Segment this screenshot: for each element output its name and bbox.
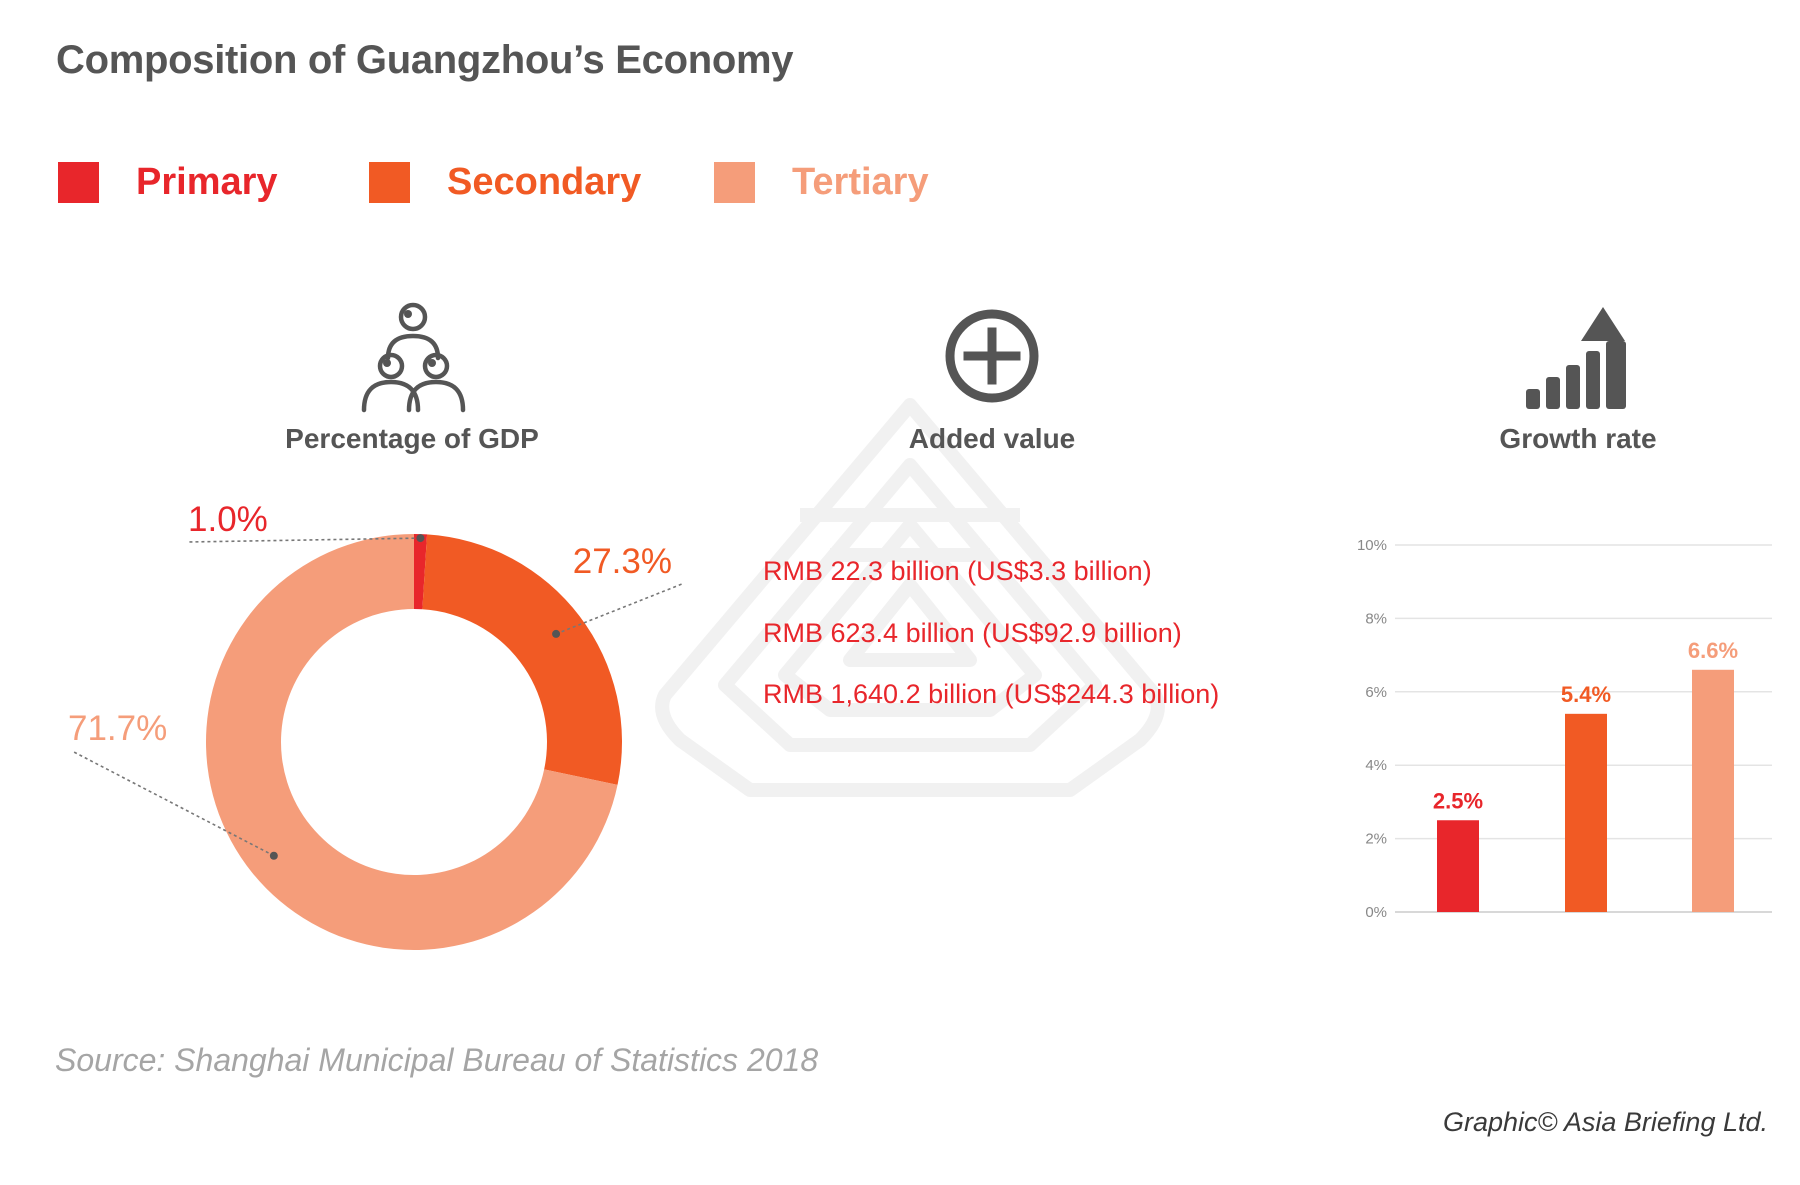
bar-value-label-tertiary: 6.6% bbox=[1688, 638, 1738, 663]
bar-y-tick-label: 0% bbox=[1365, 904, 1387, 921]
donut-value-label-secondary: 27.3% bbox=[573, 542, 672, 581]
added-value-secondary: RMB 623.4 billion (US$92.9 billion) bbox=[763, 618, 1182, 648]
donut-value-label-primary: 1.0% bbox=[188, 500, 268, 539]
donut-callout-line-tertiary bbox=[71, 750, 275, 857]
donut-value-label-tertiary: 71.7% bbox=[68, 709, 167, 748]
added-value-tertiary: RMB 1,640.2 billion (US$244.3 billion) bbox=[763, 679, 1220, 709]
chart-title: Composition of Guangzhou’s Economy bbox=[56, 38, 794, 82]
donut-callout-dot-secondary bbox=[552, 629, 561, 638]
legend-item-secondary: Secondary bbox=[369, 160, 641, 204]
source-note: Source: Shanghai Municipal Bureau of Sta… bbox=[55, 1042, 819, 1078]
bar-value-label-primary: 2.5% bbox=[1433, 788, 1483, 813]
added-value-primary: RMB 22.3 billion (US$3.3 billion) bbox=[763, 556, 1152, 586]
bar-y-tick-label: 8% bbox=[1365, 610, 1387, 627]
bar-y-tick-label: 4% bbox=[1365, 757, 1387, 774]
graphic-credit: Graphic© Asia Briefing Ltd. bbox=[1442, 1107, 1768, 1137]
bar-secondary bbox=[1565, 713, 1607, 912]
growth-rate-section-label: Growth rate bbox=[1499, 423, 1657, 454]
bar-y-tick-label: 10% bbox=[1357, 537, 1387, 554]
plus-circle-icon bbox=[945, 309, 1039, 403]
growth-bars-arrow-icon bbox=[1526, 307, 1626, 409]
watermark-icon bbox=[655, 398, 1165, 797]
bar-y-tick-label: 6% bbox=[1365, 684, 1387, 701]
legend-swatch-tertiary bbox=[714, 161, 755, 203]
legend-label-tertiary: Tertiary bbox=[792, 160, 929, 203]
legend-swatch-primary bbox=[58, 161, 99, 203]
bar-y-tick-label: 2% bbox=[1365, 831, 1387, 848]
legend-swatch-secondary bbox=[369, 161, 410, 203]
bar-tertiary bbox=[1692, 669, 1734, 912]
added-value-section-label: Added value bbox=[908, 423, 1076, 454]
donut-callout-dot-tertiary bbox=[269, 851, 278, 860]
donut-slice-secondary bbox=[422, 534, 622, 785]
bar-value-label-secondary: 5.4% bbox=[1561, 682, 1611, 707]
donut-slice-tertiary bbox=[205, 534, 618, 950]
legend-item-tertiary: Tertiary bbox=[714, 160, 929, 204]
donut-callout-dot-primary bbox=[416, 534, 425, 543]
gdp-section-label: Percentage of GDP bbox=[285, 423, 539, 454]
bar-primary bbox=[1437, 820, 1479, 912]
legend-item-primary: Primary bbox=[58, 160, 278, 204]
donut-callout-line-primary bbox=[187, 537, 421, 543]
donut-callout-line-secondary bbox=[555, 583, 683, 635]
legend-label-secondary: Secondary bbox=[447, 160, 642, 203]
people-group-icon bbox=[361, 302, 466, 413]
donut-slice-primary bbox=[414, 534, 428, 610]
legend-label-primary: Primary bbox=[136, 160, 278, 203]
